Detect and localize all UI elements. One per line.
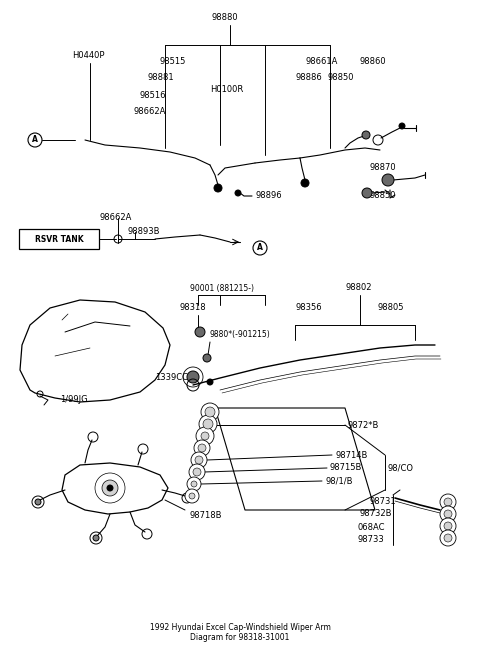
Circle shape xyxy=(194,440,210,456)
Text: RSVR TANK: RSVR TANK xyxy=(35,235,84,244)
Text: 98715B: 98715B xyxy=(330,463,362,472)
Text: 98805: 98805 xyxy=(378,304,405,313)
Text: A: A xyxy=(257,244,263,252)
Circle shape xyxy=(193,468,201,476)
Text: 1339CC: 1339CC xyxy=(155,373,188,382)
Text: 98714B: 98714B xyxy=(335,451,367,459)
Text: 98515: 98515 xyxy=(160,58,186,66)
Text: A: A xyxy=(32,135,38,145)
Circle shape xyxy=(102,480,118,496)
Circle shape xyxy=(201,432,209,440)
Circle shape xyxy=(187,477,201,491)
Circle shape xyxy=(93,535,99,541)
Text: 98516: 98516 xyxy=(140,91,167,99)
Circle shape xyxy=(195,327,205,337)
Circle shape xyxy=(195,456,203,464)
Text: 98881: 98881 xyxy=(148,74,175,83)
Circle shape xyxy=(382,174,394,186)
Circle shape xyxy=(203,419,213,429)
Circle shape xyxy=(189,464,205,480)
FancyBboxPatch shape xyxy=(19,229,99,249)
Text: 98893B: 98893B xyxy=(128,227,160,237)
Circle shape xyxy=(185,489,199,503)
Circle shape xyxy=(440,506,456,522)
Text: 98860: 98860 xyxy=(360,58,386,66)
Circle shape xyxy=(444,522,452,530)
Circle shape xyxy=(35,499,41,505)
Text: 98802: 98802 xyxy=(345,284,372,292)
Circle shape xyxy=(444,534,452,542)
Circle shape xyxy=(399,123,405,129)
Text: 98/CO: 98/CO xyxy=(388,463,414,472)
Circle shape xyxy=(28,133,42,147)
Text: 98731: 98731 xyxy=(370,497,396,507)
Circle shape xyxy=(198,444,206,452)
Circle shape xyxy=(440,494,456,510)
Circle shape xyxy=(187,371,199,383)
Text: 98870: 98870 xyxy=(370,162,396,171)
Text: 98/1/B: 98/1/B xyxy=(325,476,352,486)
Text: 9872*B: 9872*B xyxy=(348,420,379,430)
Circle shape xyxy=(444,510,452,518)
Text: 9880*(-901215): 9880*(-901215) xyxy=(210,330,271,340)
Circle shape xyxy=(214,184,222,192)
Circle shape xyxy=(440,530,456,546)
Text: 90001 (881215-): 90001 (881215-) xyxy=(190,284,254,292)
Circle shape xyxy=(201,403,219,421)
Circle shape xyxy=(362,188,372,198)
Circle shape xyxy=(235,190,241,196)
Text: 98661A: 98661A xyxy=(305,58,337,66)
Circle shape xyxy=(196,427,214,445)
Text: 1/99JG: 1/99JG xyxy=(60,396,88,405)
PathPatch shape xyxy=(20,300,170,402)
Circle shape xyxy=(444,498,452,506)
Text: 98896: 98896 xyxy=(255,191,282,200)
Circle shape xyxy=(301,179,309,187)
Text: 98662A: 98662A xyxy=(133,108,166,116)
Circle shape xyxy=(107,485,113,491)
Text: 1992 Hyundai Excel Cap-Windshield Wiper Arm
Diagram for 98318-31001: 1992 Hyundai Excel Cap-Windshield Wiper … xyxy=(150,623,330,642)
Text: 98850: 98850 xyxy=(370,191,396,200)
Circle shape xyxy=(199,415,217,433)
Circle shape xyxy=(191,481,197,487)
Text: H0100R: H0100R xyxy=(210,85,243,95)
Circle shape xyxy=(203,354,211,362)
Text: H0440P: H0440P xyxy=(72,51,105,60)
Circle shape xyxy=(207,379,213,385)
PathPatch shape xyxy=(62,463,168,514)
Text: 98318: 98318 xyxy=(180,304,206,313)
Text: 98718B: 98718B xyxy=(190,510,223,520)
Text: 98880: 98880 xyxy=(212,14,238,22)
Circle shape xyxy=(253,241,267,255)
Text: 068AC: 068AC xyxy=(357,522,384,532)
Circle shape xyxy=(440,518,456,534)
Text: 98733: 98733 xyxy=(357,535,384,545)
Text: 98886: 98886 xyxy=(295,74,322,83)
Circle shape xyxy=(362,131,370,139)
Text: 98356: 98356 xyxy=(295,304,322,313)
Circle shape xyxy=(205,407,215,417)
Circle shape xyxy=(191,452,207,468)
Text: 98662A: 98662A xyxy=(100,214,132,223)
Text: 98732B: 98732B xyxy=(360,509,393,518)
Text: 98850: 98850 xyxy=(328,74,355,83)
Circle shape xyxy=(189,493,195,499)
